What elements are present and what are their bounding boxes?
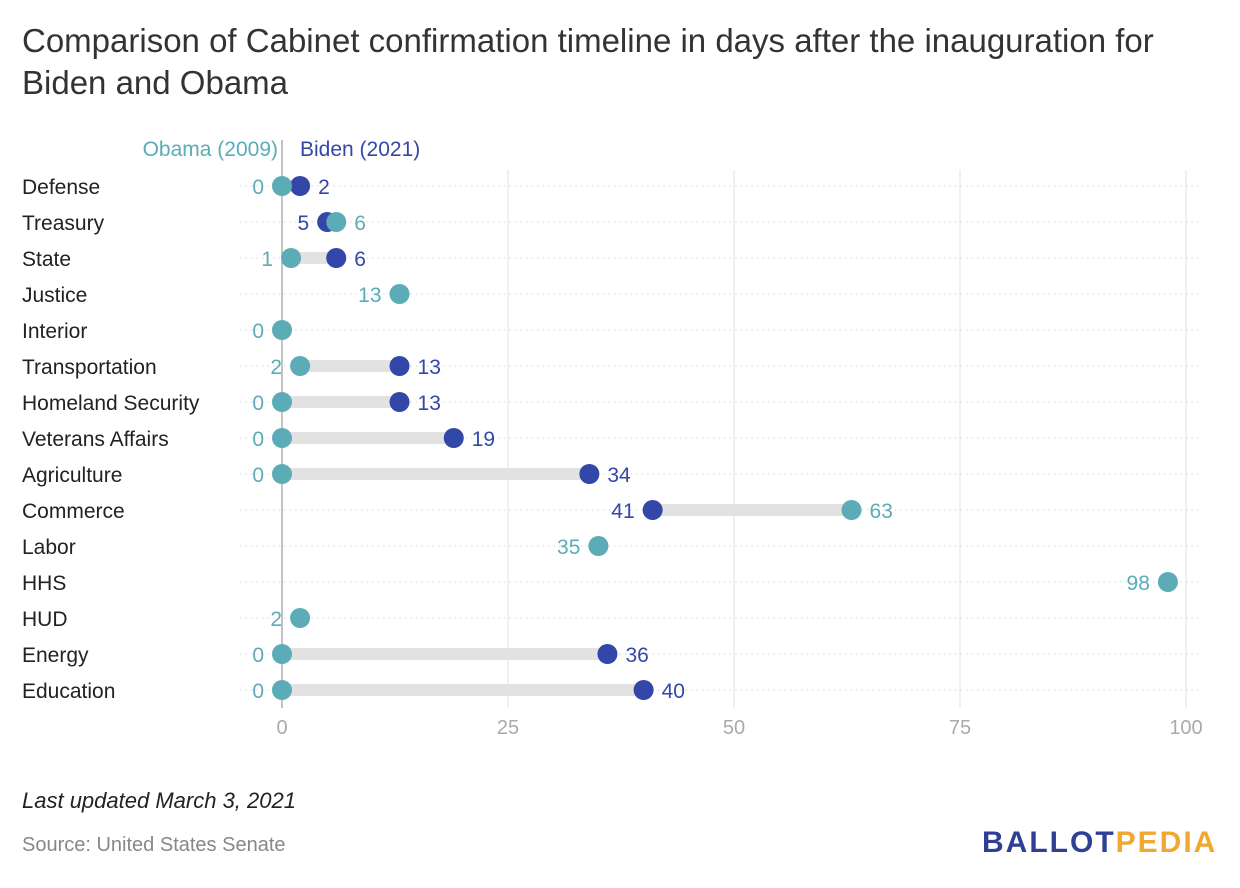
x-tick-label: 100: [1169, 717, 1202, 739]
biden-value-label: 13: [418, 356, 441, 379]
obama-point: [1157, 572, 1178, 592]
obama-point: [389, 284, 410, 304]
category-label: Commerce: [22, 500, 125, 523]
biden-point: [642, 500, 663, 520]
x-tick-label: 0: [276, 717, 287, 739]
category-label: Interior: [22, 320, 87, 343]
obama-point: [272, 644, 292, 664]
obama-point: [272, 392, 292, 412]
biden-value-label: 19: [472, 428, 495, 451]
biden-point: [389, 392, 410, 412]
obama-value-label: 63: [870, 500, 893, 523]
biden-value-label: 36: [625, 644, 648, 667]
obama-value-label: 2: [270, 608, 282, 631]
obama-value-label: 0: [252, 428, 264, 451]
legend-biden: Biden (2021): [300, 138, 420, 161]
obama-point: [272, 176, 292, 196]
category-label: Treasury: [22, 212, 105, 235]
obama-point: [272, 428, 292, 448]
obama-point: [326, 212, 347, 232]
category-label: Agriculture: [22, 464, 122, 487]
obama-value-label: 98: [1127, 572, 1150, 595]
logo-part-ballot: BALLOT: [982, 826, 1116, 859]
obama-point: [290, 356, 311, 376]
biden-value-label: 6: [354, 248, 366, 271]
legend-obama: Obama (2009): [143, 138, 278, 161]
obama-value-label: 0: [252, 176, 264, 199]
biden-value-label: 41: [611, 500, 634, 523]
obama-point: [588, 536, 609, 556]
biden-point: [597, 644, 618, 664]
category-label: State: [22, 248, 71, 271]
biden-value-label: 40: [662, 680, 685, 703]
obama-value-label: 0: [252, 464, 264, 487]
category-label: Defense: [22, 176, 100, 199]
obama-value-label: 0: [252, 644, 264, 667]
biden-value-label: 34: [607, 464, 631, 487]
obama-value-label: 0: [252, 392, 264, 415]
category-label: Education: [22, 680, 115, 703]
ballotpedia-logo: BALLOTPEDIA: [982, 826, 1217, 860]
last-updated-note: Last updated March 3, 2021: [22, 788, 296, 813]
biden-point: [579, 464, 600, 484]
biden-value-label: 5: [298, 212, 310, 235]
biden-point: [443, 428, 464, 448]
category-label: Energy: [22, 644, 89, 667]
obama-point: [281, 248, 302, 268]
category-label: Labor: [22, 536, 76, 559]
obama-value-label: 2: [270, 356, 282, 379]
biden-point: [326, 248, 347, 268]
obama-point: [841, 500, 862, 520]
obama-point: [290, 608, 311, 628]
biden-value-label: 13: [418, 392, 441, 415]
category-label: Transportation: [22, 356, 157, 379]
obama-point: [272, 320, 292, 340]
logo-part-pedia: PEDIA: [1115, 826, 1218, 859]
biden-point: [389, 356, 410, 376]
category-label: Justice: [22, 284, 87, 307]
obama-value-label: 6: [354, 212, 366, 235]
x-tick-label: 75: [949, 717, 971, 739]
category-label: HUD: [22, 608, 68, 631]
obama-point: [272, 464, 292, 484]
biden-point: [290, 176, 311, 196]
obama-value-label: 35: [557, 536, 580, 559]
biden-point: [633, 680, 654, 700]
category-label: Veterans Affairs: [22, 428, 169, 451]
x-tick-label: 50: [723, 717, 745, 739]
obama-value-label: 0: [252, 320, 264, 343]
dumbbell-chart: Obama (2009) Biden (2021)0 25 50 75 100Defens…: [22, 138, 1203, 739]
obama-value-label: 13: [358, 284, 381, 307]
biden-value-label: 2: [318, 176, 330, 199]
chart-title: Comparison of Cabinet confirmation timel…: [22, 22, 1154, 101]
source-note: Source: United States Senate: [22, 834, 286, 856]
category-label: HHS: [22, 572, 66, 595]
x-tick-label: 25: [497, 717, 519, 739]
category-label: Homeland Security: [22, 392, 200, 415]
obama-point: [272, 680, 292, 700]
obama-value-label: 1: [261, 248, 273, 271]
obama-value-label: 0: [252, 680, 264, 703]
